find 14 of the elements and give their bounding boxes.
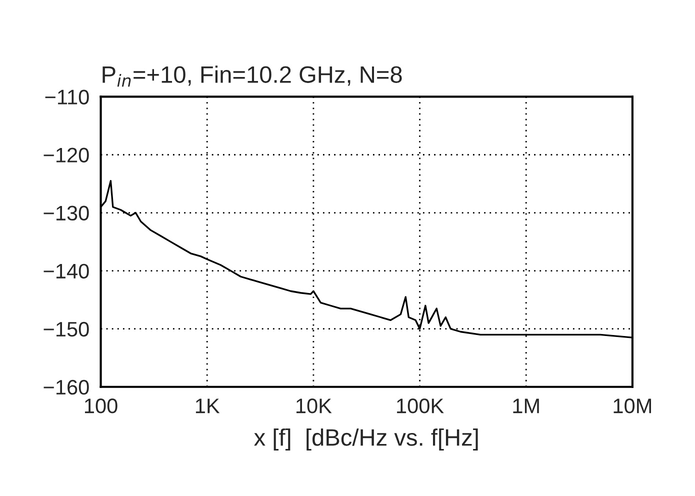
y-tick-label: −160 [44,380,89,395]
x-tick-label: 100 [84,398,118,414]
chart-title: P$_{in}$=+10, Fin=10.2 GHz, N=8 [102,66,402,87]
x-tick-label: 100K [397,398,444,414]
y-tick-label: −130 [44,206,89,221]
x-tick-label: 10K [296,398,332,414]
y-tick-label: −150 [44,322,89,337]
x-tick-label: 10M [614,398,652,414]
y-tick-label: −110 [45,90,89,104]
x-tick-label: 1K [196,398,220,414]
x-tick-label: 1M [513,398,539,414]
x-axis-title: x [f] [dBc/Hz vs. f[Hz] [254,428,478,451]
y-tick-label: −120 [44,148,89,163]
y-tick-label: −140 [44,264,89,279]
